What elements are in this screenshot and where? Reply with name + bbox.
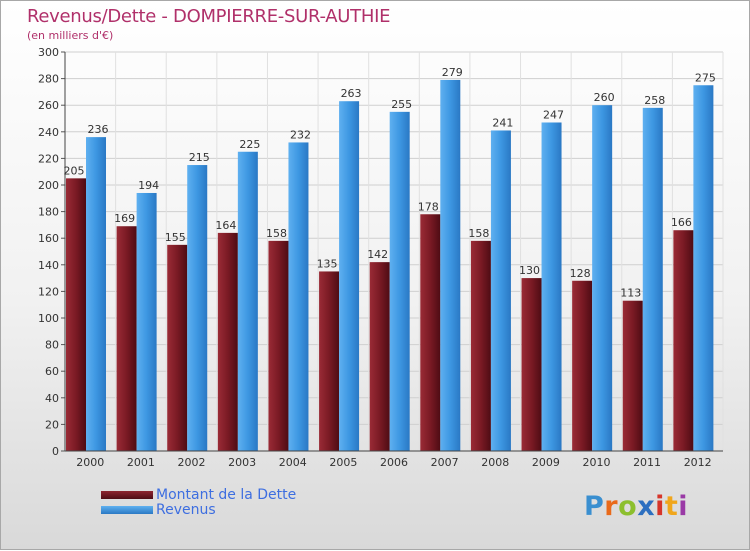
bar-debt (167, 244, 188, 451)
data-label-revenue: 260 (594, 91, 615, 104)
bar-debt (319, 271, 340, 451)
bar-revenue (187, 165, 208, 452)
x-tick-label: 2007 (431, 456, 459, 469)
data-label-revenue: 247 (543, 108, 564, 121)
data-label-debt: 158 (468, 227, 489, 240)
x-tick-label: 2008 (481, 456, 509, 469)
data-label-revenue: 241 (492, 116, 513, 129)
x-tick-label: 2001 (127, 456, 155, 469)
x-tick-label: 2005 (329, 456, 357, 469)
bar-revenue (440, 79, 461, 452)
bar-revenue (389, 111, 410, 451)
data-label-debt: 135 (317, 257, 338, 270)
bar-debt (66, 178, 86, 451)
x-tick-label: 2009 (532, 456, 560, 469)
data-label-revenue: 275 (695, 71, 716, 84)
y-tick-label: 260 (38, 99, 59, 112)
data-label-revenue: 255 (391, 98, 412, 111)
x-tick-label: 2011 (633, 456, 661, 469)
data-label-revenue: 263 (341, 87, 362, 100)
data-label-debt: 158 (266, 227, 287, 240)
bar-revenue (541, 122, 562, 452)
bar-debt (470, 240, 491, 451)
bar-debt (369, 262, 390, 451)
bar-revenue (490, 130, 511, 451)
data-label-revenue: 258 (644, 94, 665, 107)
x-tick-label: 2006 (380, 456, 408, 469)
bar-revenue (136, 192, 157, 452)
bar-debt (268, 240, 289, 451)
bar-debt (217, 232, 238, 451)
legend-label-revenue: Revenus (156, 502, 216, 518)
y-tick-label: 20 (45, 418, 59, 431)
y-tick-label: 100 (38, 312, 59, 325)
y-tick-label: 160 (38, 232, 59, 245)
y-tick-label: 180 (38, 206, 59, 219)
bar-debt (116, 226, 137, 451)
y-tick-label: 140 (38, 259, 59, 272)
y-tick-label: 80 (45, 339, 59, 352)
legend-label-debt: Montant de la Dette (156, 487, 297, 503)
bar-debt (673, 230, 694, 451)
bar-revenue (592, 105, 613, 451)
bar-debt (622, 300, 643, 451)
chart-title: Revenus/Dette - DOMPIERRE-SUR-AUTHIE (27, 6, 391, 27)
data-label-debt: 130 (519, 264, 540, 277)
chart-subtitle: (en milliers d'€) (27, 29, 114, 42)
x-tick-label: 2003 (228, 456, 256, 469)
data-label-revenue: 236 (88, 123, 109, 136)
data-label-revenue: 215 (189, 151, 210, 164)
x-tick-label: 2012 (684, 456, 712, 469)
bar-revenue (642, 107, 663, 452)
data-label-revenue: 279 (442, 66, 463, 79)
y-tick-label: 0 (52, 445, 59, 458)
x-tick-label: 2002 (178, 456, 206, 469)
bar-revenue (237, 151, 258, 451)
bar-revenue (339, 101, 360, 452)
y-tick-label: 40 (45, 392, 59, 405)
data-label-debt: 113 (620, 287, 641, 300)
y-tick-label: 280 (38, 73, 59, 86)
x-tick-label: 2010 (582, 456, 610, 469)
data-label-revenue: 225 (239, 138, 260, 151)
legend-swatch-debt (101, 491, 153, 499)
bar-revenue (693, 85, 714, 451)
proxiti-logo: Proxiti (584, 491, 689, 522)
y-tick-label: 300 (38, 46, 59, 59)
bar-revenue (288, 142, 309, 451)
data-label-revenue: 194 (138, 179, 159, 192)
y-tick-label: 120 (38, 285, 59, 298)
x-tick-label: 2000 (76, 456, 104, 469)
data-label-debt: 128 (570, 267, 591, 280)
x-tick-label: 2004 (279, 456, 307, 469)
bar-debt (572, 280, 593, 451)
y-tick-label: 220 (38, 152, 59, 165)
data-label-debt: 169 (114, 212, 135, 225)
bar-debt (420, 214, 441, 451)
data-label-debt: 155 (165, 231, 186, 244)
data-label-debt: 164 (215, 219, 236, 232)
bar-debt (521, 278, 542, 451)
y-tick-label: 200 (38, 179, 59, 192)
data-label-debt: 178 (418, 200, 439, 213)
y-tick-label: 240 (38, 126, 59, 139)
data-label-revenue: 232 (290, 128, 311, 141)
data-label-debt: 205 (64, 164, 85, 177)
legend-swatch-revenue (101, 506, 153, 514)
data-label-debt: 166 (671, 216, 692, 229)
bar-revenue (86, 137, 106, 451)
y-tick-label: 60 (45, 365, 59, 378)
data-label-debt: 142 (367, 248, 388, 261)
